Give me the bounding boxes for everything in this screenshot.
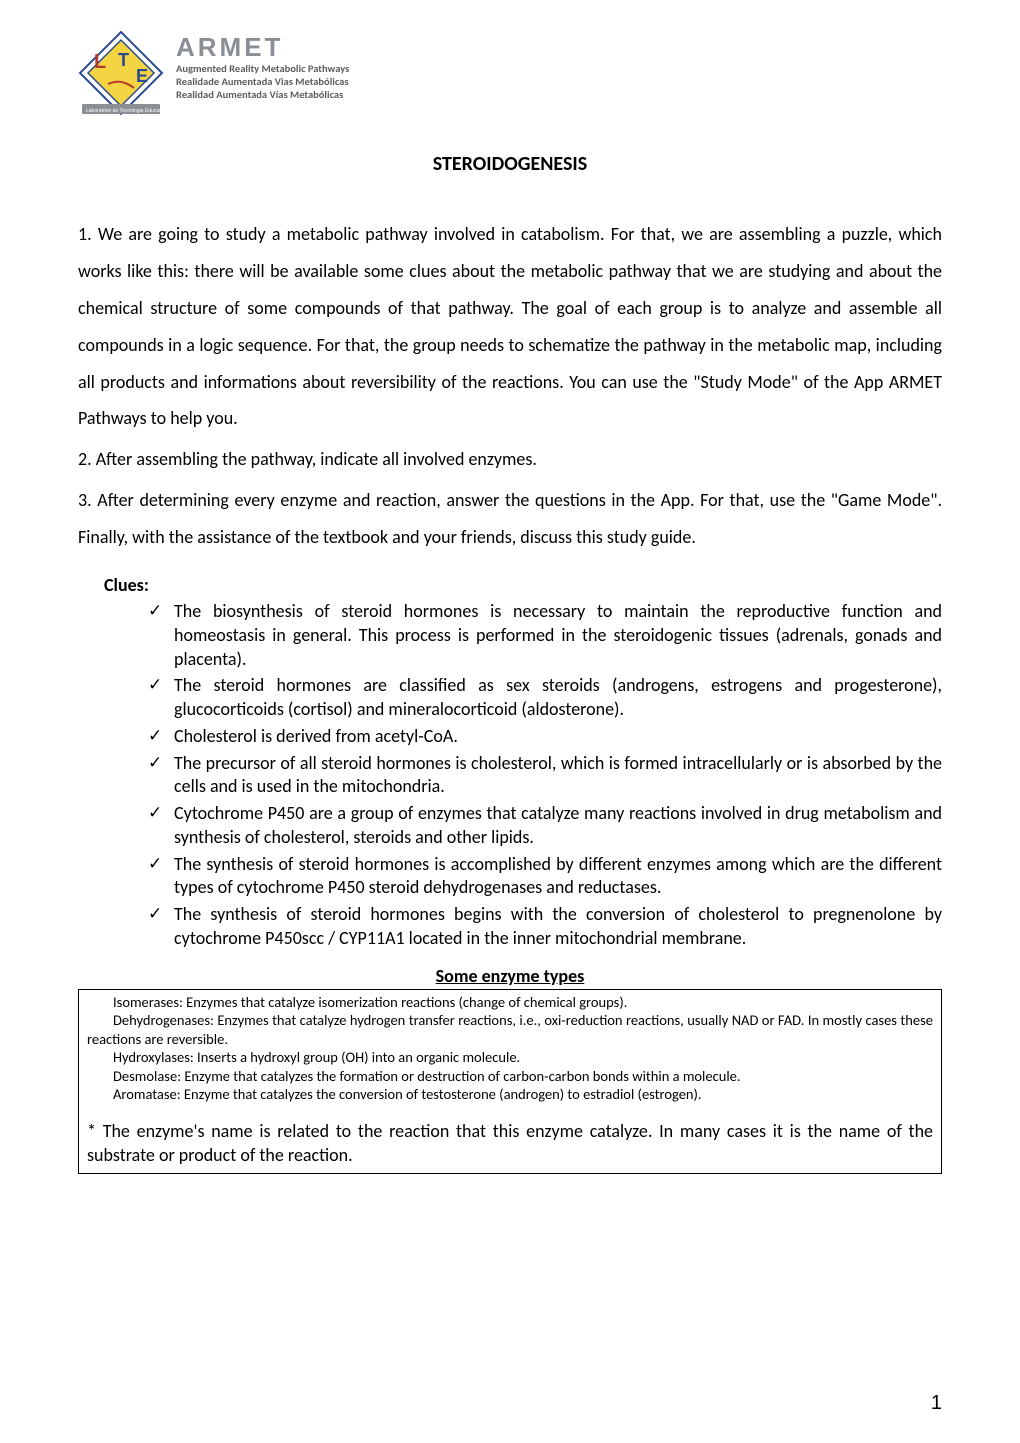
enzyme-line: Hydroxylases: Inserts a hydroxyl group (… [87,1048,933,1067]
enzyme-line: Isomerases: Enzymes that catalyze isomer… [87,993,933,1012]
brand-subtitle-2: Realidade Aumentada Vias Metabólicas [176,75,349,88]
clue-item: The precursor of all steroid hormones is… [148,752,942,800]
page: L T E Laboratório de Tecnologia Educacio… [0,0,1020,1443]
clue-item: The synthesis of steroid hormones begins… [148,903,942,951]
clues-list: The biosynthesis of steroid hormones is … [78,600,942,951]
svg-text:E: E [136,66,148,86]
enzyme-types-box: Isomerases: Enzymes that catalyze isomer… [78,989,942,1175]
paragraph-2: 2. After assembling the pathway, indicat… [78,441,942,478]
svg-text:Laboratório de Tecnologia Educ: Laboratório de Tecnologia Educacional [86,108,164,114]
header: L T E Laboratório de Tecnologia Educacio… [78,30,942,116]
clue-item: Cholesterol is derived from acetyl-CoA. [148,725,942,749]
brand-block: ARMET Augmented Reality Metabolic Pathwa… [176,30,349,101]
brand-title: ARMET [176,34,349,60]
spacer [87,1104,933,1118]
armet-logo-icon: L T E Laboratório de Tecnologia Educacio… [78,30,164,116]
brand-subtitle-3: Realidad Aumentada Vías Metabólicas [176,88,349,101]
svg-text:L: L [94,51,106,73]
enzyme-note: * The enzyme's name is related to the re… [87,1120,933,1168]
enzyme-line: Desmolase: Enzyme that catalyzes the for… [87,1067,933,1086]
clue-item: The steroid hormones are classified as s… [148,674,942,722]
paragraph-1: 1. We are going to study a metabolic pat… [78,216,942,437]
enzyme-line: Aromatase: Enzyme that catalyzes the con… [87,1085,933,1104]
brand-subtitle-1: Augmented Reality Metabolic Pathways [176,62,349,75]
clue-item: The synthesis of steroid hormones is acc… [148,853,942,901]
page-number: 1 [931,1392,942,1415]
clues-heading: Clues: [104,574,942,596]
enzyme-types-heading: Some enzyme types [78,965,942,987]
clue-item: Cytochrome P450 are a group of enzymes t… [148,802,942,850]
svg-text:T: T [118,50,129,70]
enzyme-line: Dehydrogenases: Enzymes that catalyze hy… [87,1011,933,1048]
paragraph-3: 3. After determining every enzyme and re… [78,482,942,556]
clue-item: The biosynthesis of steroid hormones is … [148,600,942,671]
document-title: STEROIDOGENESIS [78,152,942,176]
